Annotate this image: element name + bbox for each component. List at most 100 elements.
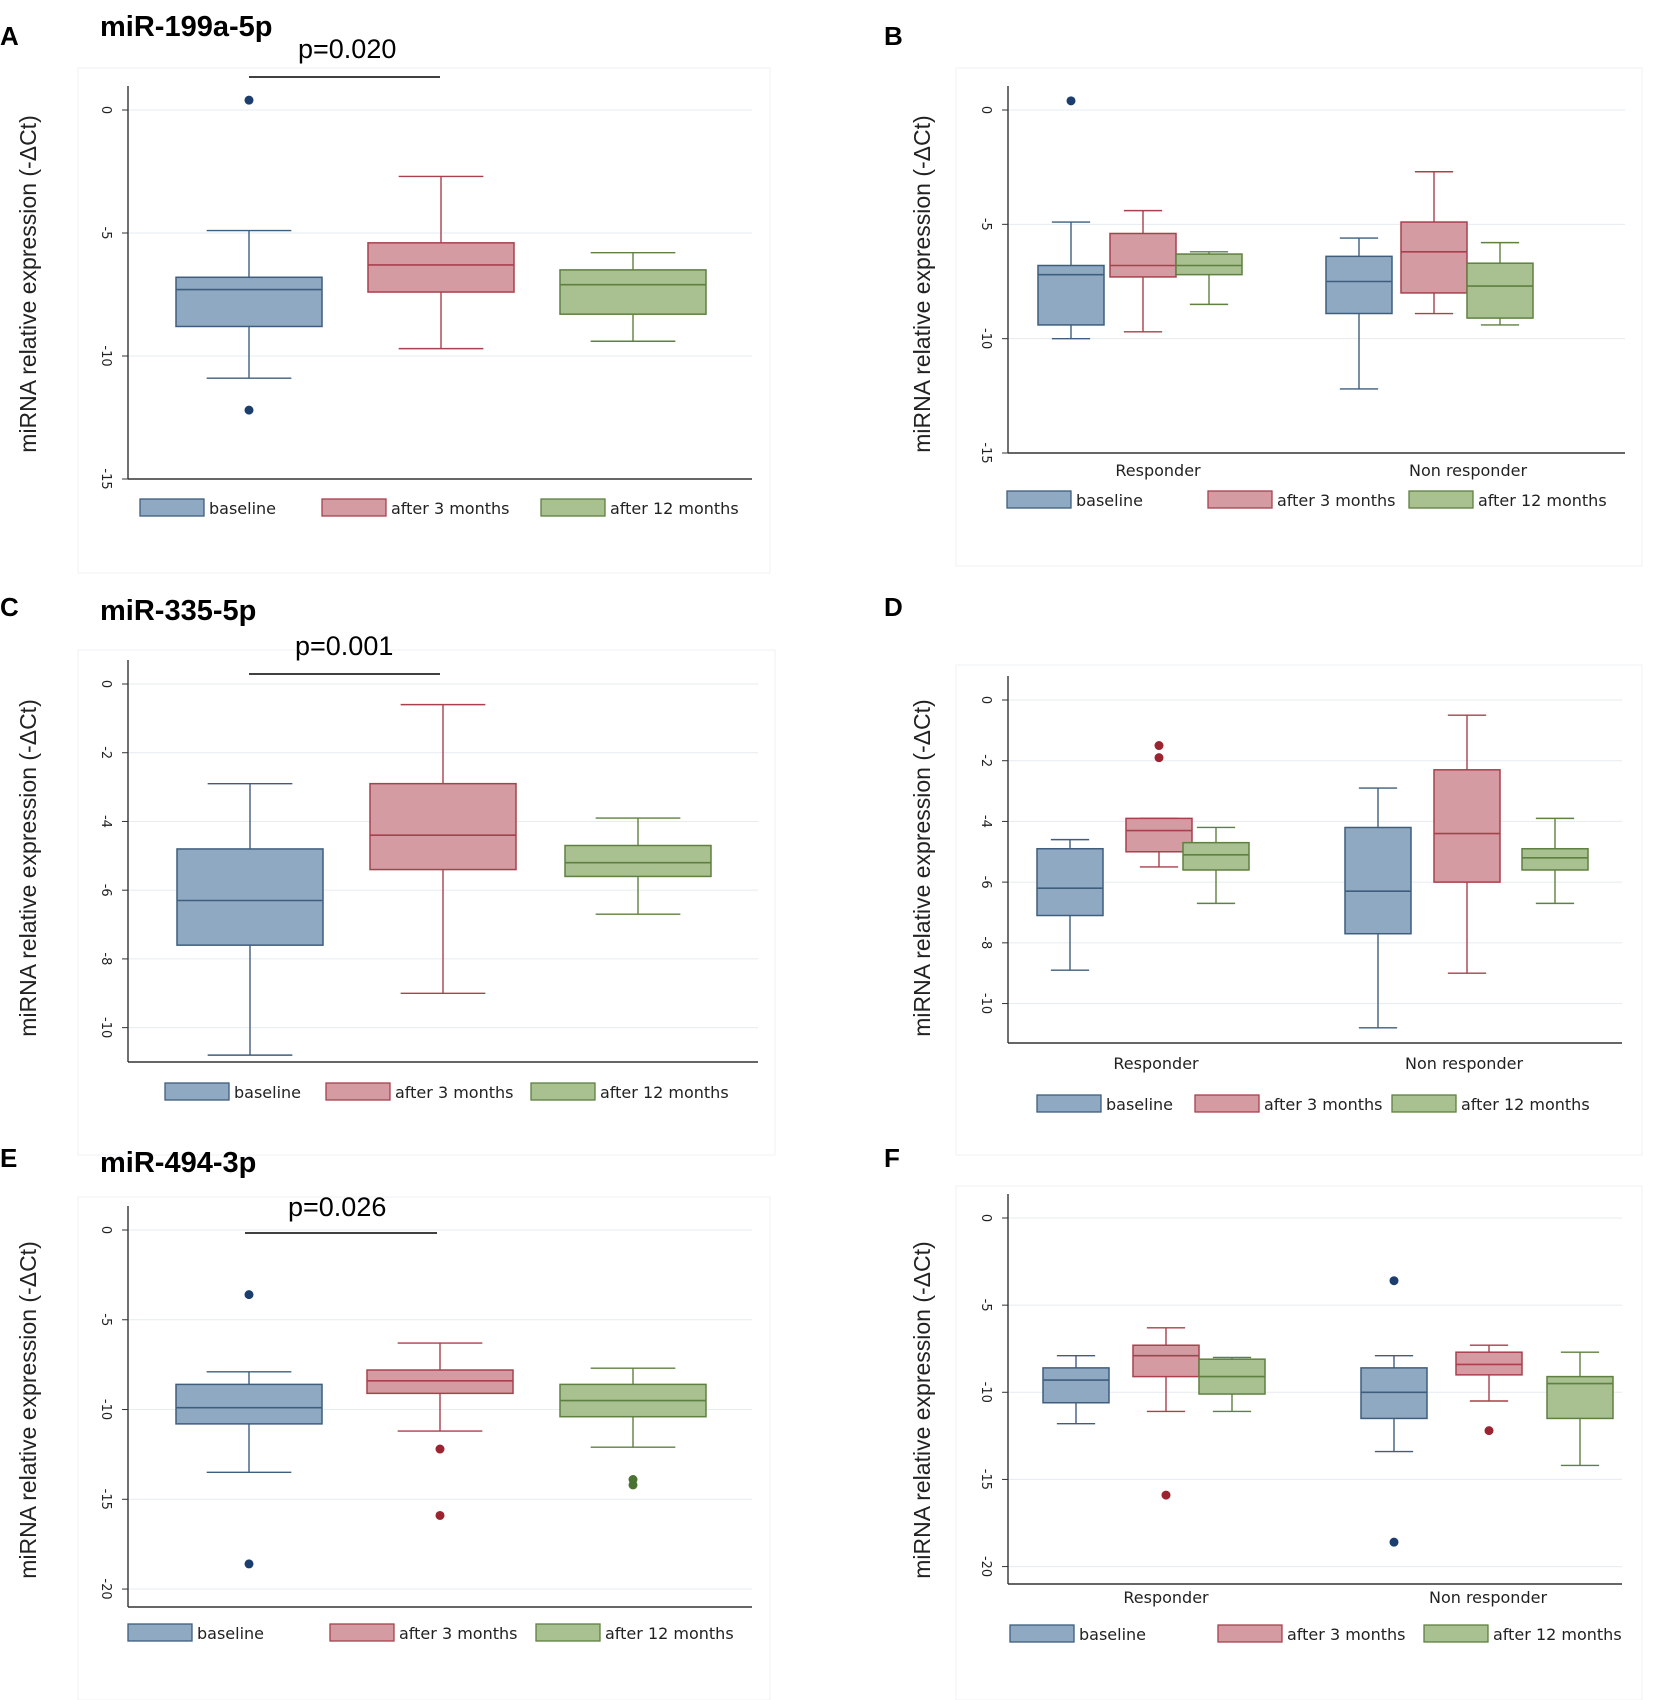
panel-letter: F bbox=[884, 1143, 900, 1173]
iqr-box bbox=[1125, 817, 1193, 853]
legend-swatch-after-12-months bbox=[530, 1082, 596, 1101]
outlier-point bbox=[244, 405, 254, 415]
box-baseline bbox=[1042, 1354, 1110, 1425]
box-after-12-months bbox=[1182, 826, 1250, 905]
group-label-responder: Responder bbox=[1113, 1054, 1199, 1073]
box-baseline bbox=[1037, 96, 1105, 340]
legend-swatch-baseline bbox=[139, 498, 205, 517]
iqr-box bbox=[1455, 1351, 1523, 1376]
y-tick-label: -4 bbox=[98, 815, 113, 828]
group-label-responder: Responder bbox=[1115, 461, 1201, 480]
legend-label-baseline: baseline bbox=[1076, 491, 1143, 510]
legend-label-baseline: baseline bbox=[1106, 1095, 1173, 1114]
legend-label-after-3-months: after 3 months bbox=[399, 1624, 517, 1643]
outlier-point bbox=[244, 1290, 254, 1300]
iqr-box bbox=[369, 782, 517, 871]
box-after-3-months bbox=[369, 703, 517, 994]
iqr-box bbox=[1521, 847, 1589, 871]
box-after-12-months bbox=[1466, 241, 1534, 326]
y-tick-label: 0 bbox=[978, 1214, 993, 1222]
y-tick-label: -8 bbox=[98, 952, 113, 965]
box-baseline bbox=[1344, 787, 1412, 1029]
panel-letter: B bbox=[884, 21, 903, 51]
box-after-3-months bbox=[1455, 1344, 1523, 1436]
legend-label-baseline: baseline bbox=[197, 1624, 264, 1643]
iqr-box bbox=[1175, 253, 1243, 276]
legend-label-baseline: baseline bbox=[1079, 1625, 1146, 1644]
box-after-3-months bbox=[367, 175, 515, 350]
y-tick-label: 0 bbox=[98, 1226, 113, 1234]
outlier-point bbox=[1389, 1276, 1399, 1286]
group-label-non-responder: Non responder bbox=[1429, 1588, 1547, 1607]
iqr-box bbox=[175, 276, 323, 328]
panel-letter: E bbox=[0, 1143, 17, 1173]
box-after-12-months bbox=[564, 817, 712, 915]
iqr-box bbox=[176, 848, 324, 946]
p-value-label: p=0.026 bbox=[288, 1192, 386, 1222]
legend-label-baseline: baseline bbox=[234, 1083, 301, 1102]
iqr-box bbox=[367, 242, 515, 293]
box-baseline bbox=[1325, 237, 1393, 390]
legend-swatch-after-3-months bbox=[329, 1623, 395, 1642]
y-axis-title: miRNA relative expression (-ΔCt) bbox=[909, 115, 935, 452]
panel-F: F 0 -5 -10 -15 -20 miRNA relative expression (… bbox=[884, 1143, 1643, 1700]
box-after-12-months bbox=[559, 1367, 707, 1490]
box-baseline bbox=[1036, 838, 1104, 971]
legend-swatch-baseline bbox=[164, 1082, 230, 1101]
legend-swatch-after-12-months bbox=[1391, 1094, 1457, 1113]
box-after-12-months bbox=[1521, 817, 1589, 905]
legend-swatch-after-3-months bbox=[1207, 490, 1273, 509]
y-tick-label: -6 bbox=[978, 876, 993, 889]
y-tick-label: -15 bbox=[978, 1469, 993, 1490]
panel-title: miR-199a-5p bbox=[100, 11, 272, 43]
y-tick-label: -5 bbox=[978, 1299, 993, 1312]
iqr-box bbox=[1042, 1367, 1110, 1404]
iqr-box bbox=[1132, 1344, 1200, 1378]
panel-title: miR-494-3p bbox=[100, 1147, 256, 1179]
box-after-3-months bbox=[1433, 714, 1501, 974]
panel-letter: D bbox=[884, 592, 903, 622]
y-axis-title: miRNA relative expression (-ΔCt) bbox=[909, 699, 935, 1036]
iqr-box bbox=[175, 1383, 323, 1425]
legend-swatch-baseline bbox=[1009, 1624, 1075, 1643]
y-tick-label: -15 bbox=[98, 468, 113, 489]
legend-label-baseline: baseline bbox=[209, 499, 276, 518]
box-after-12-months bbox=[1175, 251, 1243, 306]
y-tick-label: -15 bbox=[98, 1489, 113, 1510]
legend-label-after-12-months: after 12 months bbox=[1478, 491, 1607, 510]
y-tick-label: -2 bbox=[98, 746, 113, 759]
panel-D: D 0 -2 -4 -6 -8 -10 miRNA relative expression (… bbox=[884, 592, 1643, 1156]
y-tick-label: -20 bbox=[978, 1556, 993, 1577]
y-tick-label: -10 bbox=[978, 1382, 993, 1403]
outlier-point bbox=[1484, 1426, 1494, 1436]
legend-swatch-after-12-months bbox=[1408, 490, 1474, 509]
legend-label-after-12-months: after 12 months bbox=[1461, 1095, 1590, 1114]
y-tick-label: -10 bbox=[978, 328, 993, 349]
iqr-box bbox=[1182, 841, 1250, 871]
box-after-12-months bbox=[559, 251, 707, 342]
legend-swatch-baseline bbox=[1036, 1094, 1102, 1113]
iqr-box bbox=[1400, 221, 1468, 294]
legend-label-after-3-months: after 3 months bbox=[1287, 1625, 1405, 1644]
iqr-box bbox=[1036, 847, 1104, 917]
outlier-point bbox=[435, 1444, 445, 1454]
box-after-12-months bbox=[1198, 1356, 1266, 1413]
outlier-point bbox=[1154, 741, 1164, 751]
iqr-box bbox=[1325, 255, 1393, 315]
y-tick-label: 0 bbox=[978, 696, 993, 704]
y-tick-label: -15 bbox=[978, 442, 993, 463]
y-tick-label: 0 bbox=[978, 106, 993, 114]
outlier-point bbox=[435, 1510, 445, 1520]
y-tick-label: 0 bbox=[98, 106, 113, 114]
box-after-3-months bbox=[366, 1342, 514, 1520]
box-after-3-months bbox=[1132, 1327, 1200, 1500]
y-tick-label: -5 bbox=[98, 1313, 113, 1326]
box-after-12-months bbox=[1546, 1351, 1614, 1467]
iqr-box bbox=[559, 269, 707, 315]
legend-swatch-after-3-months bbox=[1194, 1094, 1260, 1113]
iqr-box bbox=[1360, 1367, 1428, 1420]
